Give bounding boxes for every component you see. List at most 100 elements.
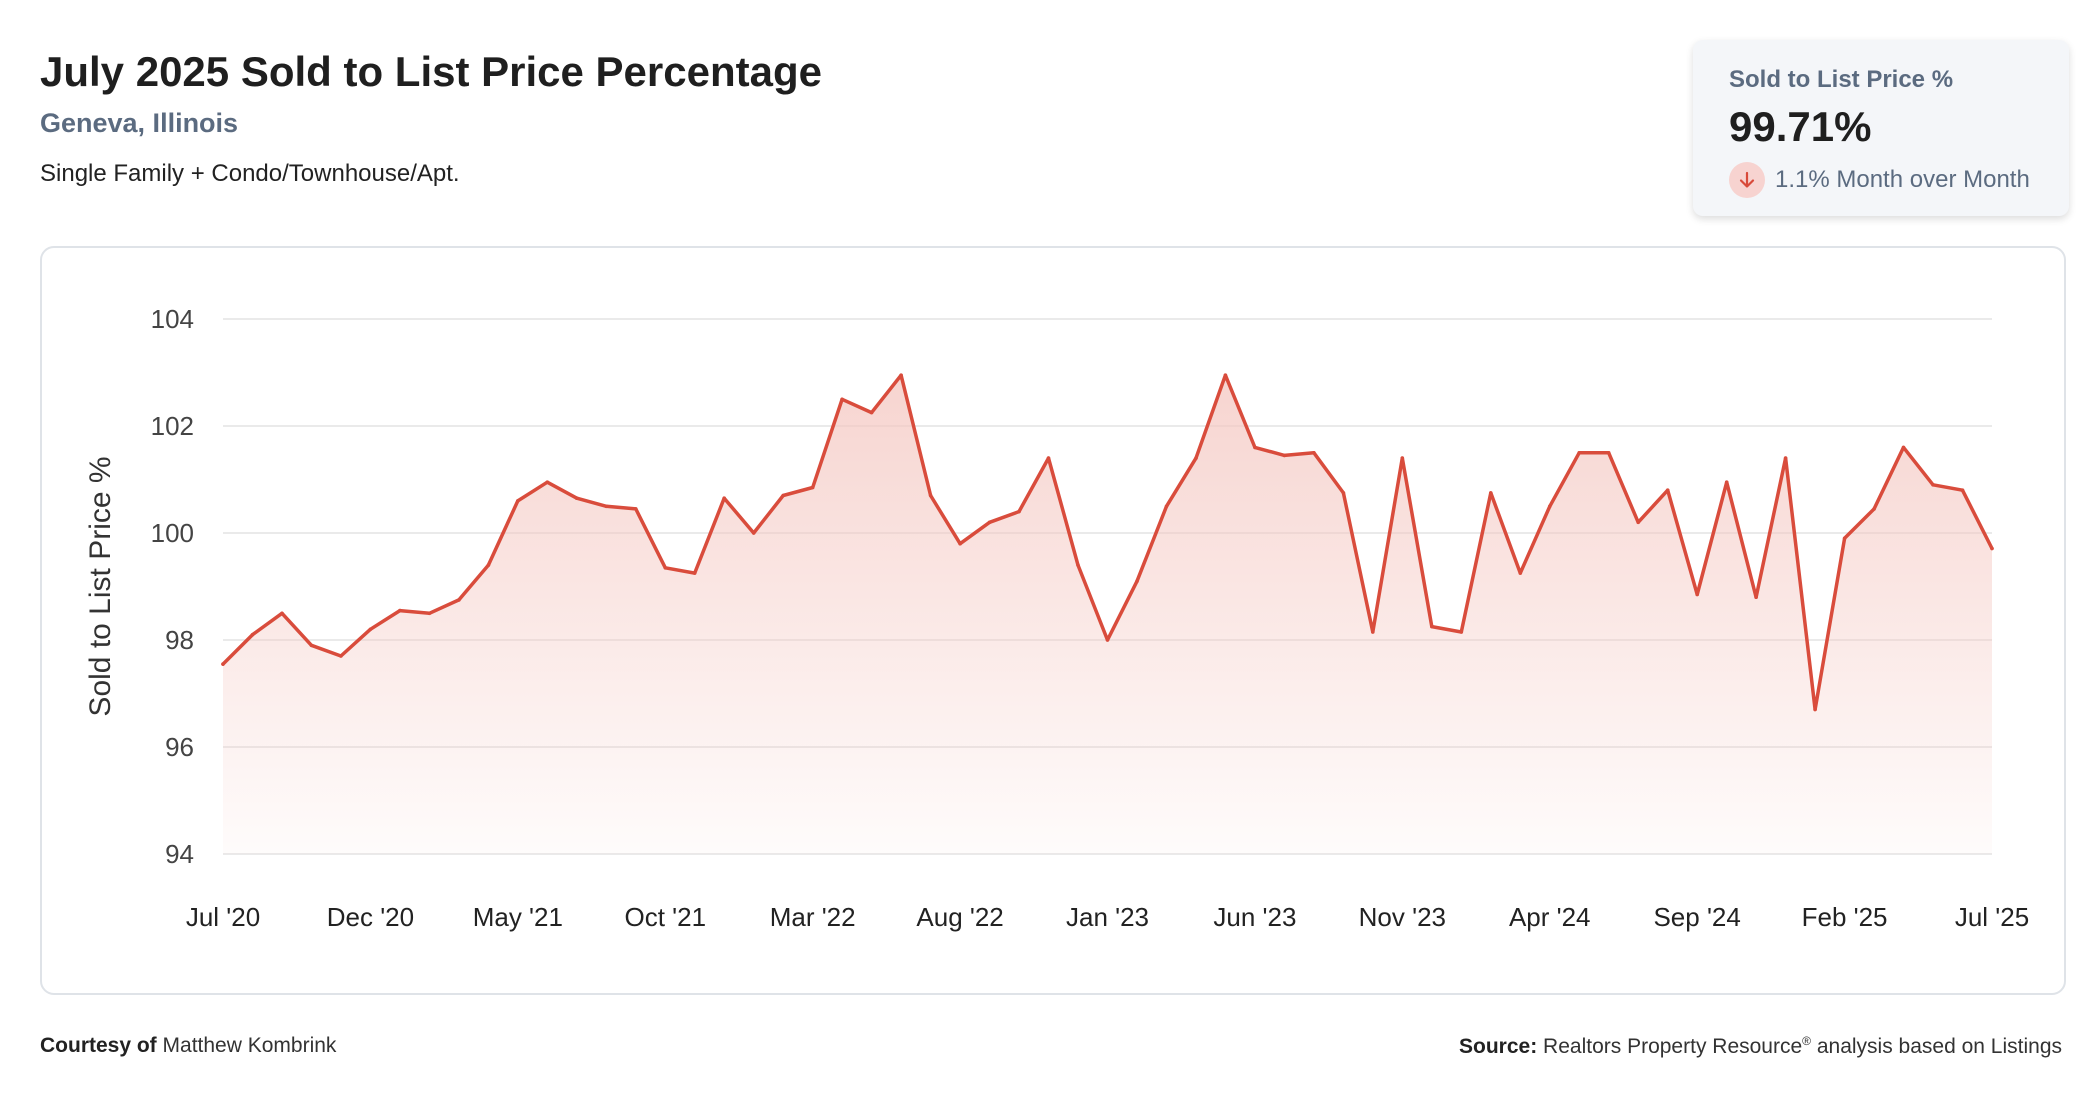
x-tick-label: Nov '23 [1359,902,1446,932]
x-tick-label: Jul '25 [1955,902,2029,932]
data-point [516,499,520,503]
data-point [781,493,785,498]
property-segment-label: Single Family + Condo/Townhouse/Apt. [40,160,460,187]
data-point [1400,456,1405,460]
data-point [1901,445,1906,450]
data-point [1371,630,1375,634]
stat-change-text: 1.1% Month over Month [1775,166,2030,193]
data-point [604,504,609,509]
x-tick-label: Jun '23 [1213,902,1296,932]
stat-value: 99.71% [1729,103,1872,150]
courtesy-name: Matthew Kombrink [162,1034,337,1057]
data-point [928,493,933,498]
data-point [1105,638,1110,642]
data-point [486,563,491,567]
data-point [1606,451,1611,455]
stat-change: 1.1% Month over Month [1729,162,2030,198]
source-label: Source: [1459,1035,1538,1058]
data-point [1135,579,1139,583]
arrow-down-icon [1729,162,1765,198]
x-tick-label: Oct '21 [624,902,706,932]
x-tick-label: Sep '24 [1653,902,1740,932]
y-tick-label: 104 [151,304,194,334]
y-tick-label: 102 [151,411,194,441]
data-point [1842,536,1847,541]
page-title: July 2025 Sold to List Price Percentage [40,48,822,95]
data-point [1223,373,1228,377]
x-tick-label: Jan '23 [1066,902,1149,932]
data-point [1518,571,1523,575]
y-axis-title: Sold to List Price % [84,456,117,716]
data-point [280,611,284,616]
x-tick-label: Apr '24 [1509,902,1591,932]
y-tick-label: 98 [165,625,194,655]
data-point [368,627,373,632]
data-point [1489,491,1493,495]
series-area [223,375,1992,854]
data-point [1164,504,1169,509]
data-point [221,662,225,666]
data-point [427,611,432,616]
y-tick-label: 96 [165,732,194,762]
data-point [575,496,579,500]
data-point [692,571,697,575]
data-point [1636,520,1640,525]
data-point [722,496,726,500]
data-point [1783,456,1788,460]
sold-to-list-chart: 94 96 98 100 102 104 Sold to List Price % Jul '… [84,304,2029,932]
data-point [1341,491,1346,495]
data-point [810,485,815,490]
data-point [1459,630,1464,634]
data-point [1665,488,1670,492]
data-point [1430,624,1434,629]
data-point [545,480,550,484]
x-tick-label: Aug '22 [916,902,1003,932]
courtesy-credit: Courtesy of Matthew Kombrink [40,1034,336,1058]
data-point [1076,563,1080,567]
stat-card: Sold to List Price % 99.71% 1.1% Month o… [1693,40,2069,216]
data-point [250,632,255,637]
source-text: Realtors Property Resource [1543,1035,1803,1058]
x-tick-label: Jul '20 [186,902,260,932]
data-point [1931,483,1935,487]
data-point [1872,507,1876,511]
data-point [1046,456,1051,460]
source-credit: Source: Realtors Property Resource® anal… [1459,1034,2062,1059]
data-point [339,654,343,658]
data-point [1577,451,1581,455]
x-tick-label: May '21 [473,902,563,932]
x-tick-label: Dec '20 [327,902,414,932]
data-point [1548,504,1552,509]
data-point [1253,445,1257,450]
stat-label: Sold to List Price % [1729,66,1954,93]
data-point [1695,592,1699,597]
y-tick-label: 94 [165,839,194,869]
data-point [1724,480,1729,484]
location-label: Geneva, Illinois [40,108,239,138]
chart-frame: 94 96 98 100 102 104 Sold to List Price % Jul '… [40,246,2066,995]
registered-mark: ® [1802,1034,1811,1048]
data-point [1017,509,1021,514]
data-point [1282,453,1287,458]
x-tick-label: Mar '22 [770,902,856,932]
source-suffix: analysis based on Listings [1816,1035,2062,1058]
y-tick-label: 100 [151,518,194,548]
data-point [840,397,844,402]
data-point [1194,456,1198,460]
data-point [663,566,668,570]
data-point [987,520,992,525]
data-point [899,373,903,377]
data-point [751,531,756,535]
courtesy-label: Courtesy of [40,1034,157,1057]
data-point [457,598,461,602]
data-point [398,608,402,613]
data-point [1754,595,1758,599]
data-point [1813,707,1817,712]
x-tick-label: Feb '25 [1802,902,1888,932]
data-point [1960,488,1965,492]
data-point [869,410,874,415]
data-point [634,507,638,511]
data-point [1312,451,1316,455]
data-point [958,541,962,546]
data-point [1990,546,1994,551]
